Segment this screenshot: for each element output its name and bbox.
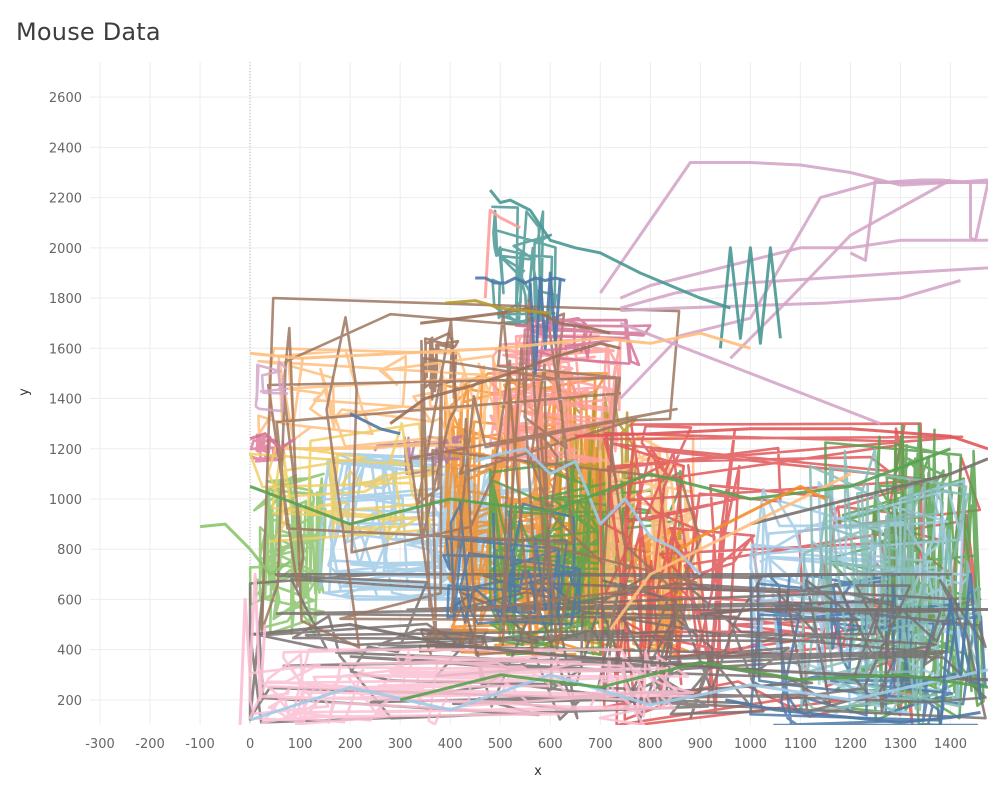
y-tick-label: 1000 <box>49 493 82 508</box>
x-tick-label: -100 <box>185 737 215 752</box>
x-tick-label: 600 <box>538 737 563 752</box>
series-line <box>575 427 988 451</box>
data-trace <box>423 331 460 401</box>
x-tick-label: 1300 <box>884 737 917 752</box>
x-tick-label: 300 <box>388 737 413 752</box>
data-trace <box>491 205 558 325</box>
series-line <box>349 412 401 436</box>
series-line <box>619 181 988 400</box>
y-tick-label: 2600 <box>49 91 82 106</box>
series-line <box>249 447 952 526</box>
series-line <box>483 208 521 299</box>
y-tick-label: 2200 <box>49 192 82 207</box>
series-line <box>199 522 291 576</box>
series-line <box>249 331 751 360</box>
series-line <box>609 472 852 631</box>
x-tick-label: -300 <box>85 737 115 752</box>
y-tick-label: 1400 <box>49 393 82 408</box>
x-tick-label: 500 <box>488 737 513 752</box>
series-line <box>729 178 952 360</box>
x-tick-label: 400 <box>438 737 463 752</box>
x-tick-label: 0 <box>246 737 254 752</box>
series-line <box>679 484 827 551</box>
y-tick-label: 600 <box>57 593 82 608</box>
series-line <box>249 668 988 722</box>
x-tick-label: 800 <box>638 737 663 752</box>
x-tick-label: 200 <box>338 737 363 752</box>
x-tick-label: 1200 <box>834 737 867 752</box>
y-tick-label: 400 <box>57 644 82 659</box>
y-tick-label: 1800 <box>49 292 82 307</box>
y-tick-label: 1600 <box>49 342 82 357</box>
y-tick-label: 1200 <box>49 443 82 458</box>
series-line <box>619 266 988 310</box>
series-line <box>620 279 961 313</box>
series-line <box>619 238 988 300</box>
series-line <box>238 572 267 725</box>
x-tick-label: 100 <box>288 737 313 752</box>
series-line <box>249 432 296 451</box>
y-axis-title: y <box>17 388 32 396</box>
y-tick-label: 200 <box>57 694 82 709</box>
y-axis: 200 400 600 800 1000 1200 1400 1600 1800 2000 2200… <box>49 91 82 709</box>
series-line <box>725 698 981 724</box>
chart-title: Mouse Data <box>16 18 161 46</box>
series-line <box>489 189 731 310</box>
data-trace <box>598 422 982 725</box>
plot-area <box>199 161 988 725</box>
series-line <box>718 246 782 349</box>
x-tick-label: 1400 <box>934 737 967 752</box>
x-tick-label: 1100 <box>784 737 817 752</box>
series-line <box>420 306 611 335</box>
y-tick-label: 2400 <box>49 141 82 156</box>
data-trace <box>248 422 442 543</box>
data-trace <box>254 360 289 413</box>
x-tick-label: 1000 <box>734 737 767 752</box>
series-line <box>474 447 702 576</box>
y-tick-label: 800 <box>57 543 82 558</box>
x-tick-label: 900 <box>688 737 713 752</box>
x-axis-title: x <box>534 764 542 779</box>
series-line <box>399 660 988 702</box>
series-line <box>389 341 621 425</box>
x-tick-label: 700 <box>588 737 613 752</box>
series-line <box>939 572 982 725</box>
series-line <box>750 457 988 526</box>
y-tick-label: 2000 <box>49 242 82 257</box>
series-line <box>249 623 988 682</box>
series-line <box>445 299 551 315</box>
x-tick-label: -200 <box>135 737 165 752</box>
x-axis: -300 -200 -100 0 100 200 300 400 500 600 700 800 900… <box>85 737 967 752</box>
